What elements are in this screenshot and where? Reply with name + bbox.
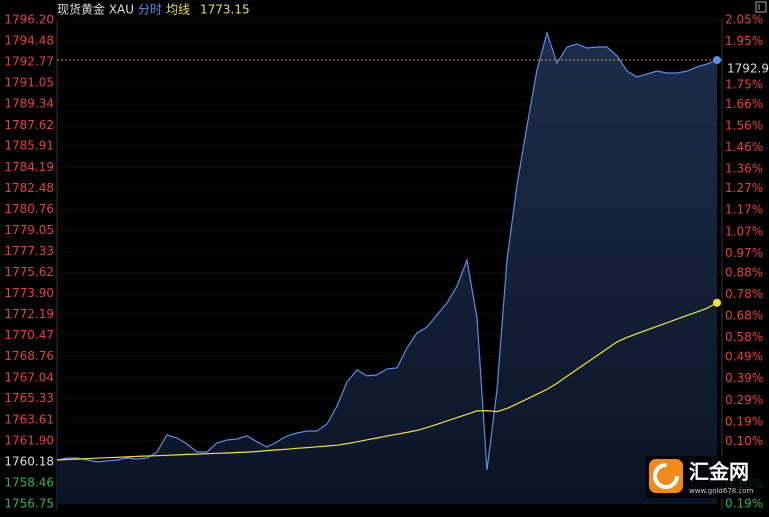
- price-line: [56, 30, 718, 470]
- y2-tick-label: 1.07%: [725, 224, 763, 238]
- y-tick-label: 1792.77: [4, 55, 54, 69]
- y-tick-label: 1760.18: [4, 454, 54, 468]
- y2-tick-label: 0.19%: [725, 497, 763, 511]
- y2-tick-label: 0.19%: [725, 414, 763, 428]
- y2-tick-label: 0.49%: [725, 350, 763, 364]
- last-price-label: 1792.94: [727, 61, 769, 75]
- y2-tick-label: 1.56%: [725, 118, 763, 132]
- legend-price: 分时: [138, 3, 162, 17]
- logo-icon-ring: [653, 463, 679, 489]
- y-tick-label: 1782.48: [4, 181, 54, 195]
- y2-tick-label: 1.66%: [725, 97, 763, 111]
- y2-tick-label: 0.97%: [725, 246, 763, 260]
- y-tick-label: 1789.34: [4, 97, 54, 111]
- y-tick-label: 1796.20: [4, 13, 54, 27]
- average-value: 1773.15: [200, 3, 250, 17]
- y-tick-label: 1794.48: [4, 34, 54, 48]
- y2-tick-label: 1.27%: [725, 181, 763, 195]
- y-tick-label: 1779.05: [4, 223, 54, 237]
- y2-tick-label: 1.95%: [725, 34, 763, 48]
- y-tick-label: 1758.46: [4, 476, 54, 490]
- y2-tick-label: 0.58%: [725, 330, 763, 344]
- y-tick-label: 1765.33: [4, 391, 54, 405]
- plot: 1796.20 1794.48 1792.77 1791.05 1789.34 1787.…: [4, 13, 769, 511]
- last-price-bg: [723, 52, 769, 67]
- y-tick-label: 1784.19: [4, 160, 54, 174]
- y-tick-label: 1775.62: [4, 265, 54, 279]
- y2-tick-label: 0.10%: [725, 434, 763, 448]
- y2-tick-label: 0.29%: [725, 393, 763, 407]
- y2-tick-label: 1.75%: [725, 77, 763, 91]
- y-tick-label: 1770.47: [4, 328, 54, 342]
- logo-name: 汇金网: [689, 460, 749, 484]
- y-tick-label: 1767.04: [4, 370, 54, 384]
- y-tick-label: 1791.05: [4, 76, 54, 90]
- legend-average: 均线: [166, 3, 190, 17]
- logo-url: www.gold678.com: [689, 487, 754, 495]
- y2-tick-label: 1.17%: [725, 203, 763, 217]
- y-tick-label: 1756.75: [4, 497, 54, 511]
- y-tick-label: 1787.62: [4, 118, 54, 132]
- logo: 汇金网 www.gold678.com: [646, 456, 769, 498]
- y-tick-label: 1780.76: [4, 202, 54, 216]
- y-tick-label: 1773.90: [4, 286, 54, 300]
- y2-tick-label: 0.39%: [725, 371, 763, 385]
- chart-title: 现货黄金 XAU: [57, 2, 134, 17]
- y2-tick-label: 2.05%: [725, 13, 763, 27]
- y-tick-label: 1785.91: [4, 139, 54, 153]
- y2-tick-label: 1.36%: [725, 162, 763, 176]
- y-tick-label: 1763.61: [4, 412, 54, 426]
- y2-tick-label: 0.88%: [725, 265, 763, 279]
- y2-tick-label: 1.46%: [725, 140, 763, 154]
- end-dot: [713, 55, 721, 64]
- icon-frame[interactable]: [755, 1, 767, 13]
- y-tick-label: 1761.90: [4, 433, 54, 447]
- average-line: [56, 302, 718, 461]
- y2-tick-label: 0.68%: [725, 309, 763, 323]
- y-tick-label: 1768.76: [4, 349, 54, 363]
- corner-icon[interactable]: [755, 1, 767, 13]
- y2-tick-label: 0.78%: [725, 287, 763, 301]
- y-tick-label: 1772.19: [4, 307, 54, 321]
- end-dot: [713, 298, 721, 307]
- y-tick-label: 1777.33: [4, 244, 54, 258]
